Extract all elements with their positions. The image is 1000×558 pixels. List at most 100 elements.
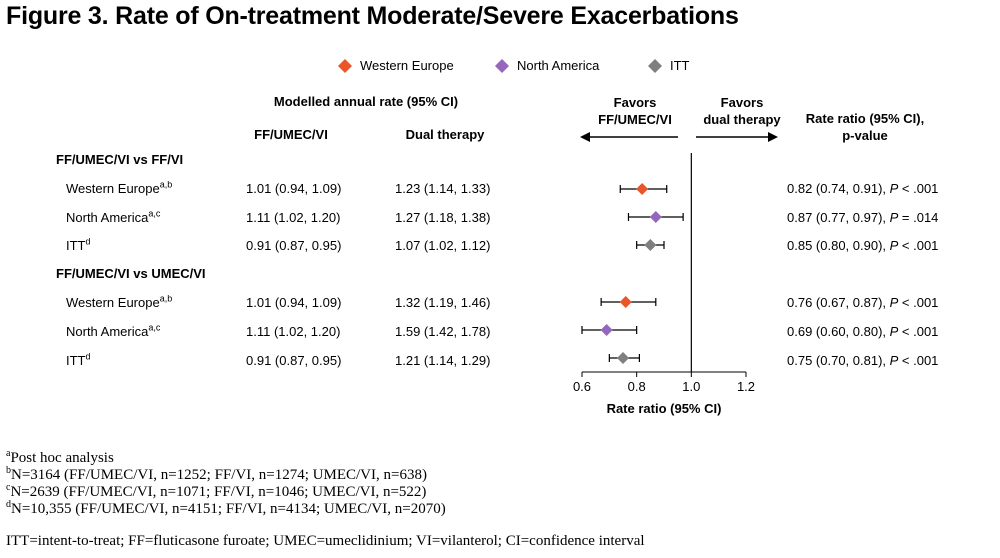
p-label: P bbox=[889, 324, 899, 339]
rate-ratio-header: Rate ratio (95% CI), p-value bbox=[790, 110, 940, 144]
triple-rate: 0.91 (0.87, 0.95) bbox=[246, 353, 342, 368]
triple-rate: 1.01 (0.94, 1.09) bbox=[246, 181, 342, 196]
row-name-sup: d bbox=[85, 236, 91, 247]
legend-label: ITT bbox=[670, 58, 690, 73]
row-name-sup: a,c bbox=[148, 208, 161, 219]
x-axis-label: Rate ratio (95% CI) bbox=[607, 401, 722, 416]
row-name-text: North America bbox=[66, 324, 149, 339]
legend-item-western-europe: Western Europe bbox=[338, 58, 454, 73]
favors-left-line2: FF/UMEC/VI bbox=[598, 112, 672, 127]
group-label-ff-vi: FF/UMEC/VI vs FF/VI bbox=[56, 152, 184, 167]
forest-point bbox=[627, 211, 684, 223]
ratio-text: 0.82 (0.74, 0.91), bbox=[787, 181, 890, 196]
p-text: < .001 bbox=[898, 238, 939, 253]
p-text: < .001 bbox=[898, 353, 939, 368]
ratio-text: 0.76 (0.67, 0.87), bbox=[787, 295, 890, 310]
triple-rate: 1.11 (1.02, 1.20) bbox=[246, 210, 341, 225]
ratio-text: 0.85 (0.80, 0.90), bbox=[787, 238, 890, 253]
chart-legend: Western Europe North America ITT bbox=[0, 58, 1000, 78]
legend-label: North America bbox=[517, 58, 600, 73]
row-name: ITTd bbox=[66, 236, 91, 253]
p-text: < .001 bbox=[898, 324, 939, 339]
footnote-d: dN=10,355 (FF/UMEC/VI, n=4151; FF/VI, n=… bbox=[6, 499, 446, 518]
rate-ratio-value: 0.87 (0.77, 0.97), P = .014 bbox=[787, 210, 938, 225]
favors-left-label: Favors FF/UMEC/VI bbox=[590, 94, 680, 128]
footnote-text: Post hoc analysis bbox=[10, 450, 114, 466]
row-name-text: Western Europe bbox=[66, 295, 160, 310]
footnote-c: cN=2639 (FF/UMEC/VI, n=1071; FF/VI, n=10… bbox=[6, 482, 427, 501]
dual-rate: 1.59 (1.42, 1.78) bbox=[395, 324, 491, 339]
favors-arrows bbox=[580, 132, 778, 142]
dual-rate: 1.21 (1.14, 1.29) bbox=[395, 353, 491, 368]
footnote-marker: b bbox=[6, 465, 11, 476]
p-text: < .001 bbox=[898, 295, 939, 310]
forest-plot: 0.6 0.8 1.0 1.2 Rate ratio (95% CI) bbox=[573, 132, 778, 416]
triple-rate: 1.11 (1.02, 1.20) bbox=[246, 324, 341, 339]
row-name-text: Western Europe bbox=[66, 181, 160, 196]
favors-right-line1: Favors bbox=[720, 95, 764, 110]
p-label: P bbox=[889, 181, 899, 196]
legend-item-itt: ITT bbox=[648, 58, 690, 73]
row-name-sup: d bbox=[85, 351, 91, 362]
x-axis-ticks: 0.6 0.8 1.0 1.2 bbox=[573, 372, 755, 394]
p-label: P bbox=[889, 295, 899, 310]
estimate-diamond bbox=[617, 352, 629, 364]
row-name: ITTd bbox=[66, 351, 91, 368]
rate-ratio-value: 0.76 (0.67, 0.87), P < .001 bbox=[787, 295, 938, 310]
p-text: < .001 bbox=[898, 181, 939, 196]
rate-ratio-value: 0.75 (0.70, 0.81), P < .001 bbox=[787, 353, 938, 368]
footnote-marker: c bbox=[6, 482, 11, 493]
row-name-text: ITT bbox=[66, 238, 86, 253]
rate-ratio-value: 0.82 (0.74, 0.91), P < .001 bbox=[787, 181, 938, 196]
col-dual-header: Dual therapy bbox=[405, 127, 485, 142]
forest-point bbox=[619, 183, 668, 195]
rate-ratio-value: 0.69 (0.60, 0.80), P < .001 bbox=[787, 324, 938, 339]
forest-point bbox=[600, 296, 657, 308]
p-text: = .014 bbox=[898, 210, 939, 225]
footnote-text: N=10,355 (FF/UMEC/VI, n=4151; FF/VI, n=4… bbox=[11, 501, 446, 517]
dual-rate: 1.07 (1.02, 1.12) bbox=[395, 238, 491, 253]
row-name: Western Europea,b bbox=[66, 293, 173, 310]
favors-right-line2: dual therapy bbox=[703, 112, 781, 127]
x-tick-label: 1.2 bbox=[737, 379, 755, 394]
legend-diamond bbox=[648, 58, 662, 73]
arrow-right-icon bbox=[768, 132, 778, 142]
row-name: North Americaa,c bbox=[66, 208, 161, 225]
x-tick-label: 0.6 bbox=[573, 379, 591, 394]
legend-item-north-america: North America bbox=[495, 58, 599, 73]
row-name-text: North America bbox=[66, 210, 149, 225]
diamond-marker-icon bbox=[338, 58, 352, 73]
x-tick-label: 1.0 bbox=[682, 379, 700, 394]
figure-title: Figure 3. Rate of On-treatment Moderate/… bbox=[6, 2, 739, 30]
triple-rate: 0.91 (0.87, 0.95) bbox=[246, 238, 342, 253]
forest-point bbox=[608, 352, 641, 364]
footnote-text: N=2639 (FF/UMEC/VI, n=1071; FF/VI, n=104… bbox=[10, 484, 427, 500]
estimate-diamond bbox=[619, 296, 632, 308]
rate-ratio-value: 0.85 (0.80, 0.90), P < .001 bbox=[787, 238, 938, 253]
p-label: P bbox=[889, 238, 899, 253]
footnote-a: aPost hoc analysis bbox=[6, 449, 114, 467]
footnote-b: bN=3164 (FF/UMEC/VI, n=1252; FF/VI, n=12… bbox=[6, 465, 427, 484]
footnote-text: N=3164 (FF/UMEC/VI, n=1252; FF/VI, n=127… bbox=[11, 467, 427, 483]
p-label: P bbox=[889, 210, 899, 225]
row-name-sup: a,b bbox=[159, 293, 173, 304]
legend-diamond bbox=[495, 58, 509, 73]
estimate-diamond bbox=[649, 211, 662, 223]
triple-rate: 1.01 (0.94, 1.09) bbox=[246, 295, 342, 310]
col-ffumecvi-header: FF/UMEC/VI bbox=[254, 127, 328, 142]
forest-marks bbox=[581, 183, 684, 364]
legend-label: Western Europe bbox=[360, 58, 454, 73]
favors-right-label: Favors dual therapy bbox=[692, 94, 792, 128]
ratio-text: 0.75 (0.70, 0.81), bbox=[787, 353, 890, 368]
estimate-diamond bbox=[600, 324, 613, 336]
modelled-rate-header: Modelled annual rate (95% CI) bbox=[273, 94, 459, 109]
favors-left-line1: Favors bbox=[613, 95, 657, 110]
dual-rate: 1.27 (1.18, 1.38) bbox=[395, 210, 491, 225]
estimate-diamond bbox=[644, 239, 657, 251]
ratio-text: 0.87 (0.77, 0.97), bbox=[787, 210, 890, 225]
arrow-left-icon bbox=[580, 132, 590, 142]
row-name-text: ITT bbox=[66, 353, 86, 368]
p-label: P bbox=[889, 353, 899, 368]
group-label-umec-vi: FF/UMEC/VI vs UMEC/VI bbox=[56, 266, 206, 281]
footnote-marker: d bbox=[6, 499, 11, 510]
